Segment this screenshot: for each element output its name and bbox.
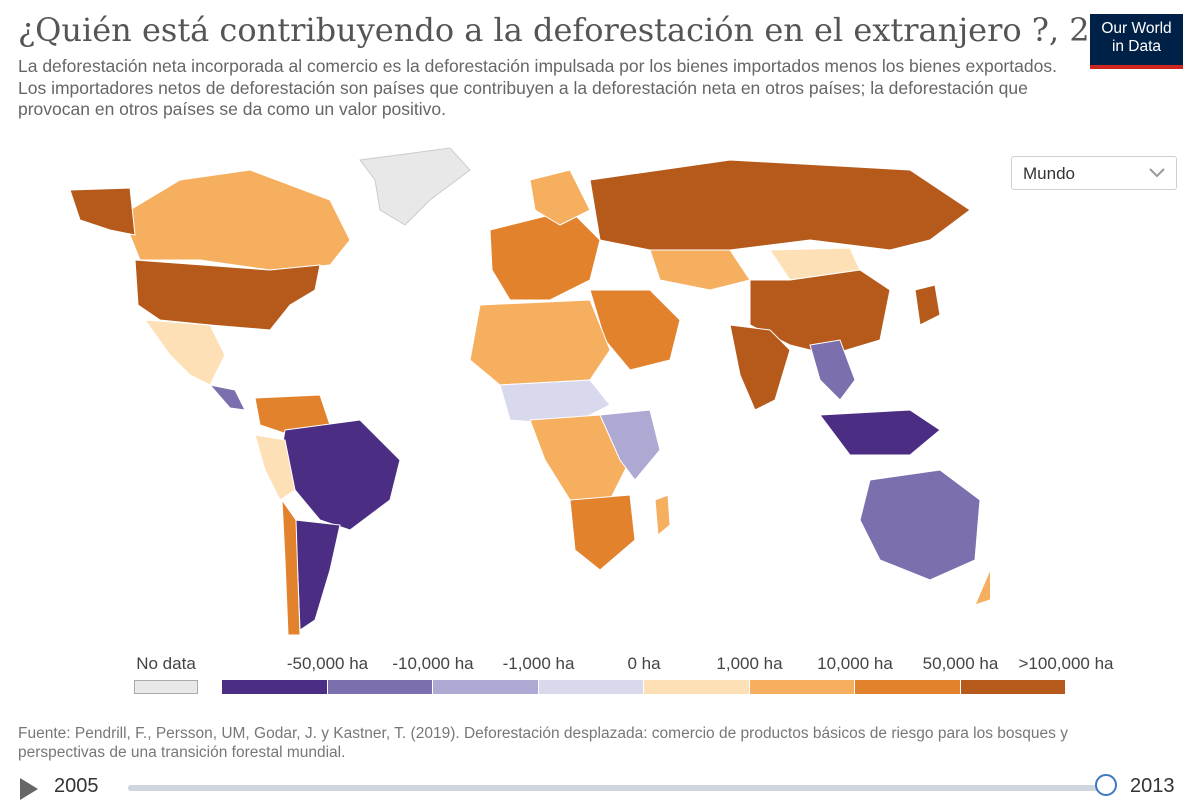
- legend-bin: [538, 680, 644, 694]
- country-peru[interactable]: [254, 434, 296, 501]
- country-russia[interactable]: [589, 159, 971, 251]
- legend-tick-label: -1,000 ha: [502, 654, 575, 673]
- legend-tick-label: 0 ha: [627, 654, 661, 673]
- region-select-value: Mundo: [1023, 164, 1075, 183]
- legend-tick-label: 50,000 ha: [922, 654, 999, 673]
- timeline-end-label: 2013: [1130, 775, 1175, 797]
- legend-nodata-swatch: [134, 680, 198, 694]
- logo-line-2: in Data: [1111, 38, 1162, 55]
- country-australia[interactable]: [859, 469, 981, 581]
- country-madagascar[interactable]: [654, 494, 671, 536]
- legend-bin: [644, 680, 750, 694]
- country-mexico[interactable]: [143, 319, 226, 386]
- country-kazakhstan[interactable]: [649, 249, 751, 291]
- legend-bin: [749, 680, 855, 694]
- legend-bin: [855, 680, 961, 694]
- country-canada[interactable]: [129, 169, 351, 271]
- timeline-handle[interactable]: [1095, 774, 1117, 796]
- legend-tick-label: -10,000 ha: [392, 654, 474, 673]
- country-north-africa[interactable]: [469, 299, 611, 386]
- timeline-start-label: 2005: [54, 775, 99, 797]
- legend-bin: [222, 680, 328, 694]
- legend-tick-label: >100,000 ha: [1018, 654, 1114, 673]
- country-scandinavia[interactable]: [529, 169, 591, 226]
- country-central-america[interactable]: [208, 384, 246, 411]
- country-greenland[interactable]: [359, 147, 471, 226]
- subtitle-line-1: La deforestación neta incorporada al com…: [18, 56, 1057, 76]
- world-map[interactable]: [30, 140, 990, 650]
- region-select[interactable]: Mundo: [1011, 156, 1177, 190]
- timeline-fill: [128, 785, 1108, 791]
- legend-bin: [960, 680, 1066, 694]
- country-indonesia[interactable]: [819, 409, 941, 456]
- map-legend: No data -50,000 ha -10,000 ha -1,000 ha 0 h…: [0, 650, 1200, 700]
- country-east-africa[interactable]: [599, 409, 661, 481]
- country-japan[interactable]: [914, 284, 941, 326]
- legend-nodata-label: No data: [136, 654, 196, 673]
- country-europe[interactable]: [489, 209, 601, 301]
- legend-tick-label: -50,000 ha: [286, 654, 369, 673]
- legend-tick-label: 1,000 ha: [716, 654, 783, 673]
- country-south-africa[interactable]: [569, 494, 636, 571]
- timeline-track[interactable]: [128, 785, 1108, 791]
- country-sahel[interactable]: [499, 379, 611, 426]
- legend-bin: [433, 680, 539, 694]
- logo-line-1: Our World: [1101, 20, 1172, 37]
- legend-tick-label: 10,000 ha: [817, 654, 893, 673]
- country-usa[interactable]: [134, 259, 321, 331]
- chart-subtitle: La deforestación neta incorporada al com…: [18, 56, 1088, 121]
- legend-bin: [327, 680, 433, 694]
- play-icon[interactable]: [20, 778, 38, 800]
- country-india[interactable]: [729, 324, 791, 411]
- country-alaska[interactable]: [69, 187, 136, 236]
- subtitle-line-2: Los importadores netos de deforestación …: [18, 77, 1028, 120]
- country-southeast-asia[interactable]: [809, 339, 856, 401]
- timeline[interactable]: 2005 2013: [0, 770, 1200, 809]
- chart-title: ¿Quién está contribuyendo a la deforesta…: [18, 11, 1151, 49]
- country-brazil[interactable]: [279, 419, 401, 531]
- source-note: Fuente: Pendrill, F., Persson, UM, Godar…: [18, 725, 1068, 761]
- country-new-zealand[interactable]: [974, 565, 990, 606]
- chevron-down-icon: [1149, 168, 1165, 178]
- owid-logo[interactable]: Our World in Data: [1090, 14, 1183, 69]
- country-argentina[interactable]: [294, 519, 341, 631]
- country-chile[interactable]: [281, 498, 301, 636]
